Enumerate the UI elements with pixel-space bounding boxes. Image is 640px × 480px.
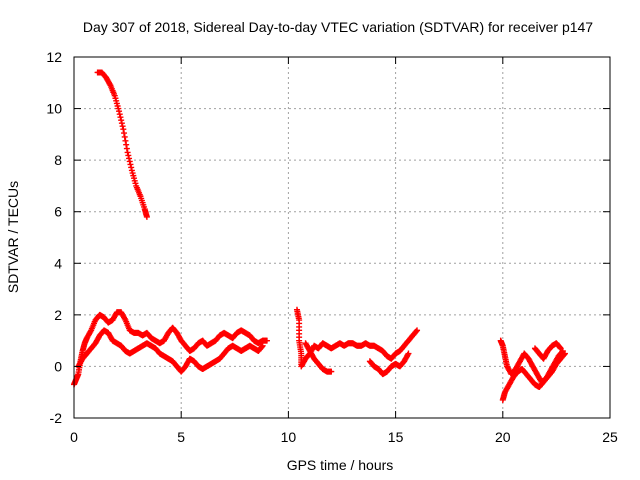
x-tick-label: 0 — [70, 429, 78, 445]
x-tick-labels: 0 5 10 15 20 25 — [70, 429, 618, 445]
data-point — [123, 141, 130, 148]
x-tick-label: 20 — [495, 429, 511, 445]
data-point — [557, 345, 564, 352]
data-point — [116, 108, 123, 115]
data-point — [404, 351, 411, 358]
y-tick-label: 2 — [54, 307, 62, 323]
x-tick-label: 10 — [281, 429, 297, 445]
data-point — [414, 327, 421, 334]
y-tick-label: 4 — [54, 255, 62, 271]
data-point — [561, 351, 568, 358]
data-point — [119, 123, 126, 130]
y-tick-label: 0 — [54, 358, 62, 374]
data-point — [125, 152, 132, 159]
axis-ticks — [73, 56, 611, 419]
plot-frame — [73, 56, 611, 419]
data-point — [121, 133, 128, 140]
data-point — [127, 161, 134, 168]
y-tick-label: -2 — [50, 410, 63, 426]
data-point — [263, 337, 270, 344]
y-tick-label: 8 — [54, 152, 62, 168]
data-point — [117, 114, 124, 121]
x-tick-label: 25 — [602, 429, 618, 445]
y-axis-label: SDTVAR / TECUs — [5, 181, 21, 293]
data-point — [118, 117, 125, 124]
grid-lines — [74, 57, 610, 418]
data-point — [106, 81, 113, 88]
data-point — [556, 344, 563, 351]
data-point — [259, 342, 266, 349]
data-point — [126, 158, 133, 165]
data-point — [118, 120, 125, 127]
data-point — [122, 137, 129, 144]
y-tick-label: 12 — [46, 49, 62, 65]
data-point — [413, 328, 420, 335]
chart-title: Day 307 of 2018, Sidereal Day-to-day VTE… — [83, 19, 593, 35]
data-point — [405, 350, 412, 357]
data-point — [128, 164, 135, 171]
y-tick-label: 6 — [54, 204, 62, 220]
data-point — [116, 111, 123, 118]
data-point — [258, 343, 265, 350]
data-point — [121, 130, 128, 137]
x-axis-label: GPS time / hours — [287, 457, 394, 473]
y-tick-labels: -2 0 2 4 6 8 10 12 — [46, 49, 62, 426]
data-point — [123, 145, 130, 152]
y-tick-label: 10 — [46, 101, 62, 117]
data-point — [126, 155, 133, 162]
x-tick-label: 15 — [388, 429, 404, 445]
data-point — [124, 149, 131, 156]
data-point — [120, 126, 127, 133]
data-point — [561, 350, 568, 357]
data-point — [143, 213, 150, 220]
data-point — [328, 368, 335, 375]
data-point — [87, 328, 94, 335]
data-point — [121, 315, 128, 322]
data-points — [71, 69, 568, 403]
x-tick-label: 5 — [177, 429, 185, 445]
